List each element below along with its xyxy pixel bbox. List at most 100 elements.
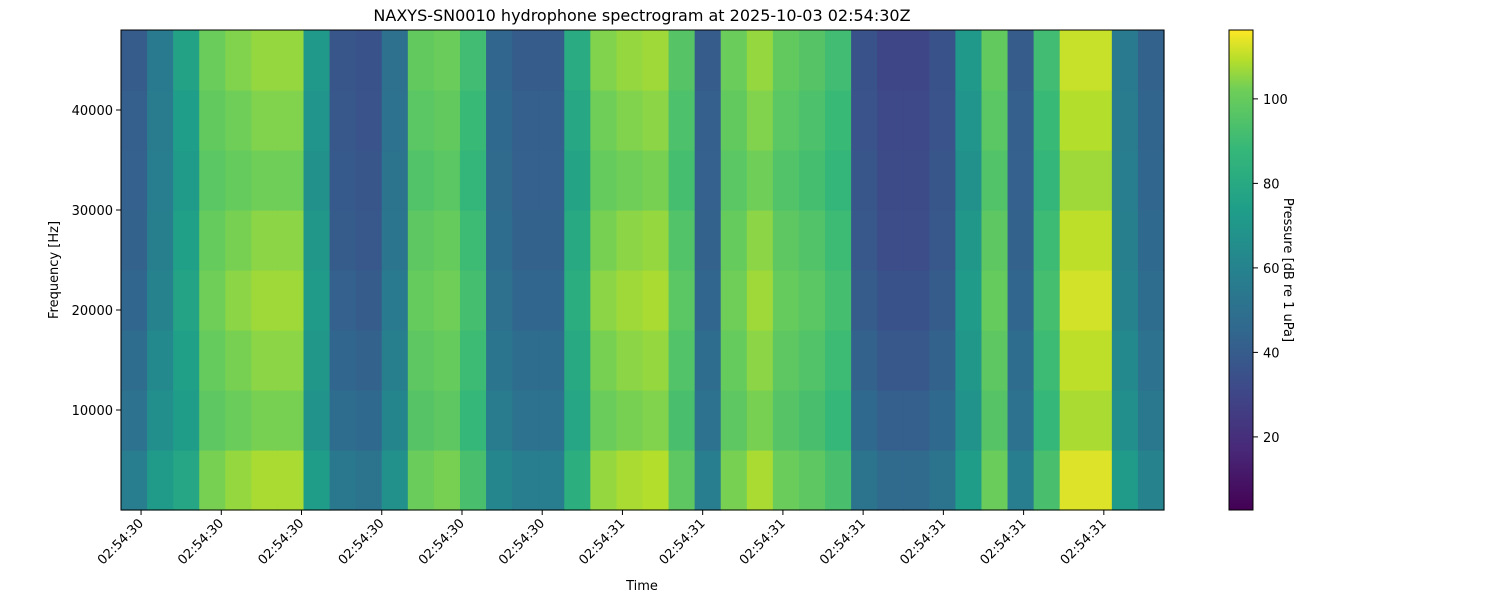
cell bbox=[903, 150, 930, 211]
cell bbox=[720, 30, 748, 91]
cell bbox=[1111, 330, 1139, 391]
colorbar-tick-label: 60 bbox=[1263, 262, 1280, 277]
cell bbox=[616, 30, 644, 91]
y-tick-label: 20000 bbox=[72, 304, 113, 319]
cell bbox=[538, 210, 565, 271]
cell bbox=[1007, 30, 1035, 91]
cell bbox=[173, 390, 200, 451]
cell bbox=[903, 30, 930, 91]
cell bbox=[433, 150, 461, 211]
cell bbox=[459, 30, 487, 91]
y-tick-label: 40000 bbox=[72, 104, 113, 119]
cell bbox=[459, 390, 487, 451]
cell bbox=[381, 30, 409, 91]
x-axis-label: Time bbox=[625, 579, 658, 594]
cell bbox=[981, 90, 1009, 151]
cell bbox=[564, 390, 591, 451]
cell bbox=[798, 270, 826, 331]
cell bbox=[772, 390, 800, 451]
cell bbox=[1033, 330, 1061, 391]
cell bbox=[851, 390, 878, 451]
x-tick-label: 02:54:30 bbox=[336, 516, 388, 568]
cell bbox=[1085, 150, 1113, 211]
cell bbox=[590, 330, 618, 391]
cell bbox=[955, 90, 983, 151]
cell bbox=[199, 450, 226, 511]
cell bbox=[851, 450, 878, 511]
cell bbox=[929, 150, 956, 211]
cell bbox=[877, 390, 904, 451]
cell bbox=[903, 450, 930, 511]
cell bbox=[199, 150, 226, 211]
cell bbox=[303, 390, 331, 451]
cell bbox=[1137, 390, 1165, 451]
cell bbox=[225, 150, 252, 211]
cell bbox=[746, 330, 774, 391]
cell bbox=[772, 270, 800, 331]
cell bbox=[173, 270, 200, 331]
cell bbox=[981, 390, 1009, 451]
cell bbox=[277, 90, 305, 151]
cell bbox=[251, 450, 279, 511]
cell bbox=[616, 330, 644, 391]
x-tick-label: 02:54:31 bbox=[657, 516, 709, 568]
cell bbox=[433, 450, 461, 511]
cell bbox=[1059, 390, 1087, 451]
cell bbox=[225, 30, 252, 91]
cell bbox=[407, 330, 435, 391]
cell bbox=[694, 90, 722, 151]
cell bbox=[433, 210, 461, 271]
cell bbox=[329, 390, 357, 451]
cell bbox=[955, 330, 983, 391]
cell bbox=[772, 30, 800, 91]
cell bbox=[251, 150, 279, 211]
cell bbox=[433, 330, 461, 391]
cell bbox=[277, 330, 305, 391]
cell bbox=[1137, 270, 1165, 331]
cell bbox=[199, 210, 226, 271]
cell bbox=[121, 330, 148, 391]
cell bbox=[1111, 90, 1139, 151]
cell bbox=[1137, 90, 1165, 151]
x-tick-label: 02:54:30 bbox=[416, 516, 468, 568]
cell bbox=[903, 210, 930, 271]
cell bbox=[1111, 450, 1139, 511]
cell bbox=[929, 390, 956, 451]
cell bbox=[251, 330, 279, 391]
x-tick-label: 02:54:31 bbox=[1058, 516, 1110, 568]
cell bbox=[329, 90, 357, 151]
cell bbox=[538, 270, 565, 331]
cell bbox=[825, 210, 852, 271]
cell bbox=[1085, 270, 1113, 331]
cell bbox=[147, 150, 174, 211]
cell bbox=[851, 330, 878, 391]
cell bbox=[694, 390, 722, 451]
cell bbox=[277, 210, 305, 271]
cell bbox=[1085, 330, 1113, 391]
cell bbox=[277, 270, 305, 331]
cell bbox=[798, 330, 826, 391]
cell bbox=[981, 330, 1009, 391]
cell bbox=[981, 270, 1009, 331]
cell bbox=[903, 90, 930, 151]
x-tick-label: 02:54:30 bbox=[175, 516, 227, 568]
cell bbox=[851, 150, 878, 211]
cell bbox=[616, 210, 644, 271]
x-tick-label: 02:54:31 bbox=[737, 516, 789, 568]
cell bbox=[851, 210, 878, 271]
cell bbox=[173, 30, 200, 91]
cell bbox=[407, 150, 435, 211]
cell bbox=[147, 210, 174, 271]
cell bbox=[720, 270, 748, 331]
cell bbox=[121, 450, 148, 511]
y-tick-label: 10000 bbox=[72, 404, 113, 419]
cell bbox=[798, 450, 826, 511]
cell bbox=[564, 150, 591, 211]
cell bbox=[512, 330, 539, 391]
cell bbox=[173, 210, 200, 271]
cell bbox=[929, 30, 956, 91]
cell bbox=[355, 90, 383, 151]
cell bbox=[512, 450, 539, 511]
cell bbox=[538, 330, 565, 391]
cell bbox=[668, 150, 696, 211]
